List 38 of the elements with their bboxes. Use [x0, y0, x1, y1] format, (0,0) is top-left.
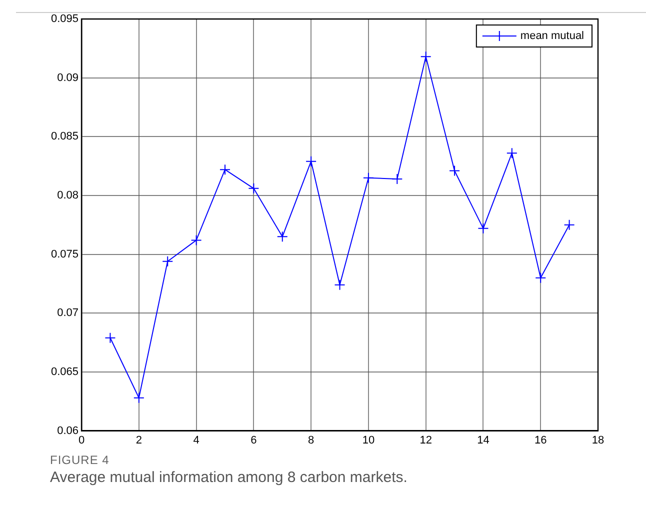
point	[392, 174, 403, 185]
y-tick-label: 0.09	[57, 72, 79, 84]
y-tick-label: 0.085	[50, 130, 79, 143]
x-tick-label: 14	[477, 434, 490, 446]
point	[133, 392, 144, 404]
point	[420, 51, 432, 62]
x-tick-label: 12	[420, 434, 432, 446]
y-tick-label: 0.07	[57, 307, 79, 320]
point	[219, 164, 230, 176]
point	[248, 182, 260, 194]
x-tick-label: 0	[78, 434, 85, 446]
text: Average mutual information among 8 carbon markets.	[50, 469, 408, 486]
y-tick-label: 0.06	[57, 424, 79, 437]
y-tick-label: 0.065	[50, 366, 79, 378]
point	[478, 222, 489, 234]
x-tick-label: 8	[308, 434, 314, 446]
point	[334, 279, 346, 290]
caption: FIGURE 4	[50, 453, 110, 467]
point	[162, 256, 174, 267]
point	[306, 156, 317, 167]
point	[190, 234, 202, 246]
point	[564, 219, 575, 230]
x-tick-label: 2	[136, 434, 142, 446]
point	[104, 332, 116, 344]
y-tick-label: 0.075	[50, 248, 79, 260]
point	[506, 148, 518, 159]
y-tick-label: 0.08	[57, 190, 79, 202]
x-tick-label: 16	[534, 434, 547, 446]
point	[535, 272, 546, 284]
point	[276, 231, 288, 242]
legend-label: mean mutual	[520, 30, 584, 42]
x-tick-label: 10	[362, 434, 375, 446]
y-tick-label: 0.095	[50, 13, 79, 26]
x-tick-label: 4	[193, 434, 200, 446]
point	[362, 172, 374, 184]
x-tick-label: 6	[250, 434, 257, 446]
point	[449, 165, 460, 176]
x-tick-label: 18	[592, 434, 604, 446]
